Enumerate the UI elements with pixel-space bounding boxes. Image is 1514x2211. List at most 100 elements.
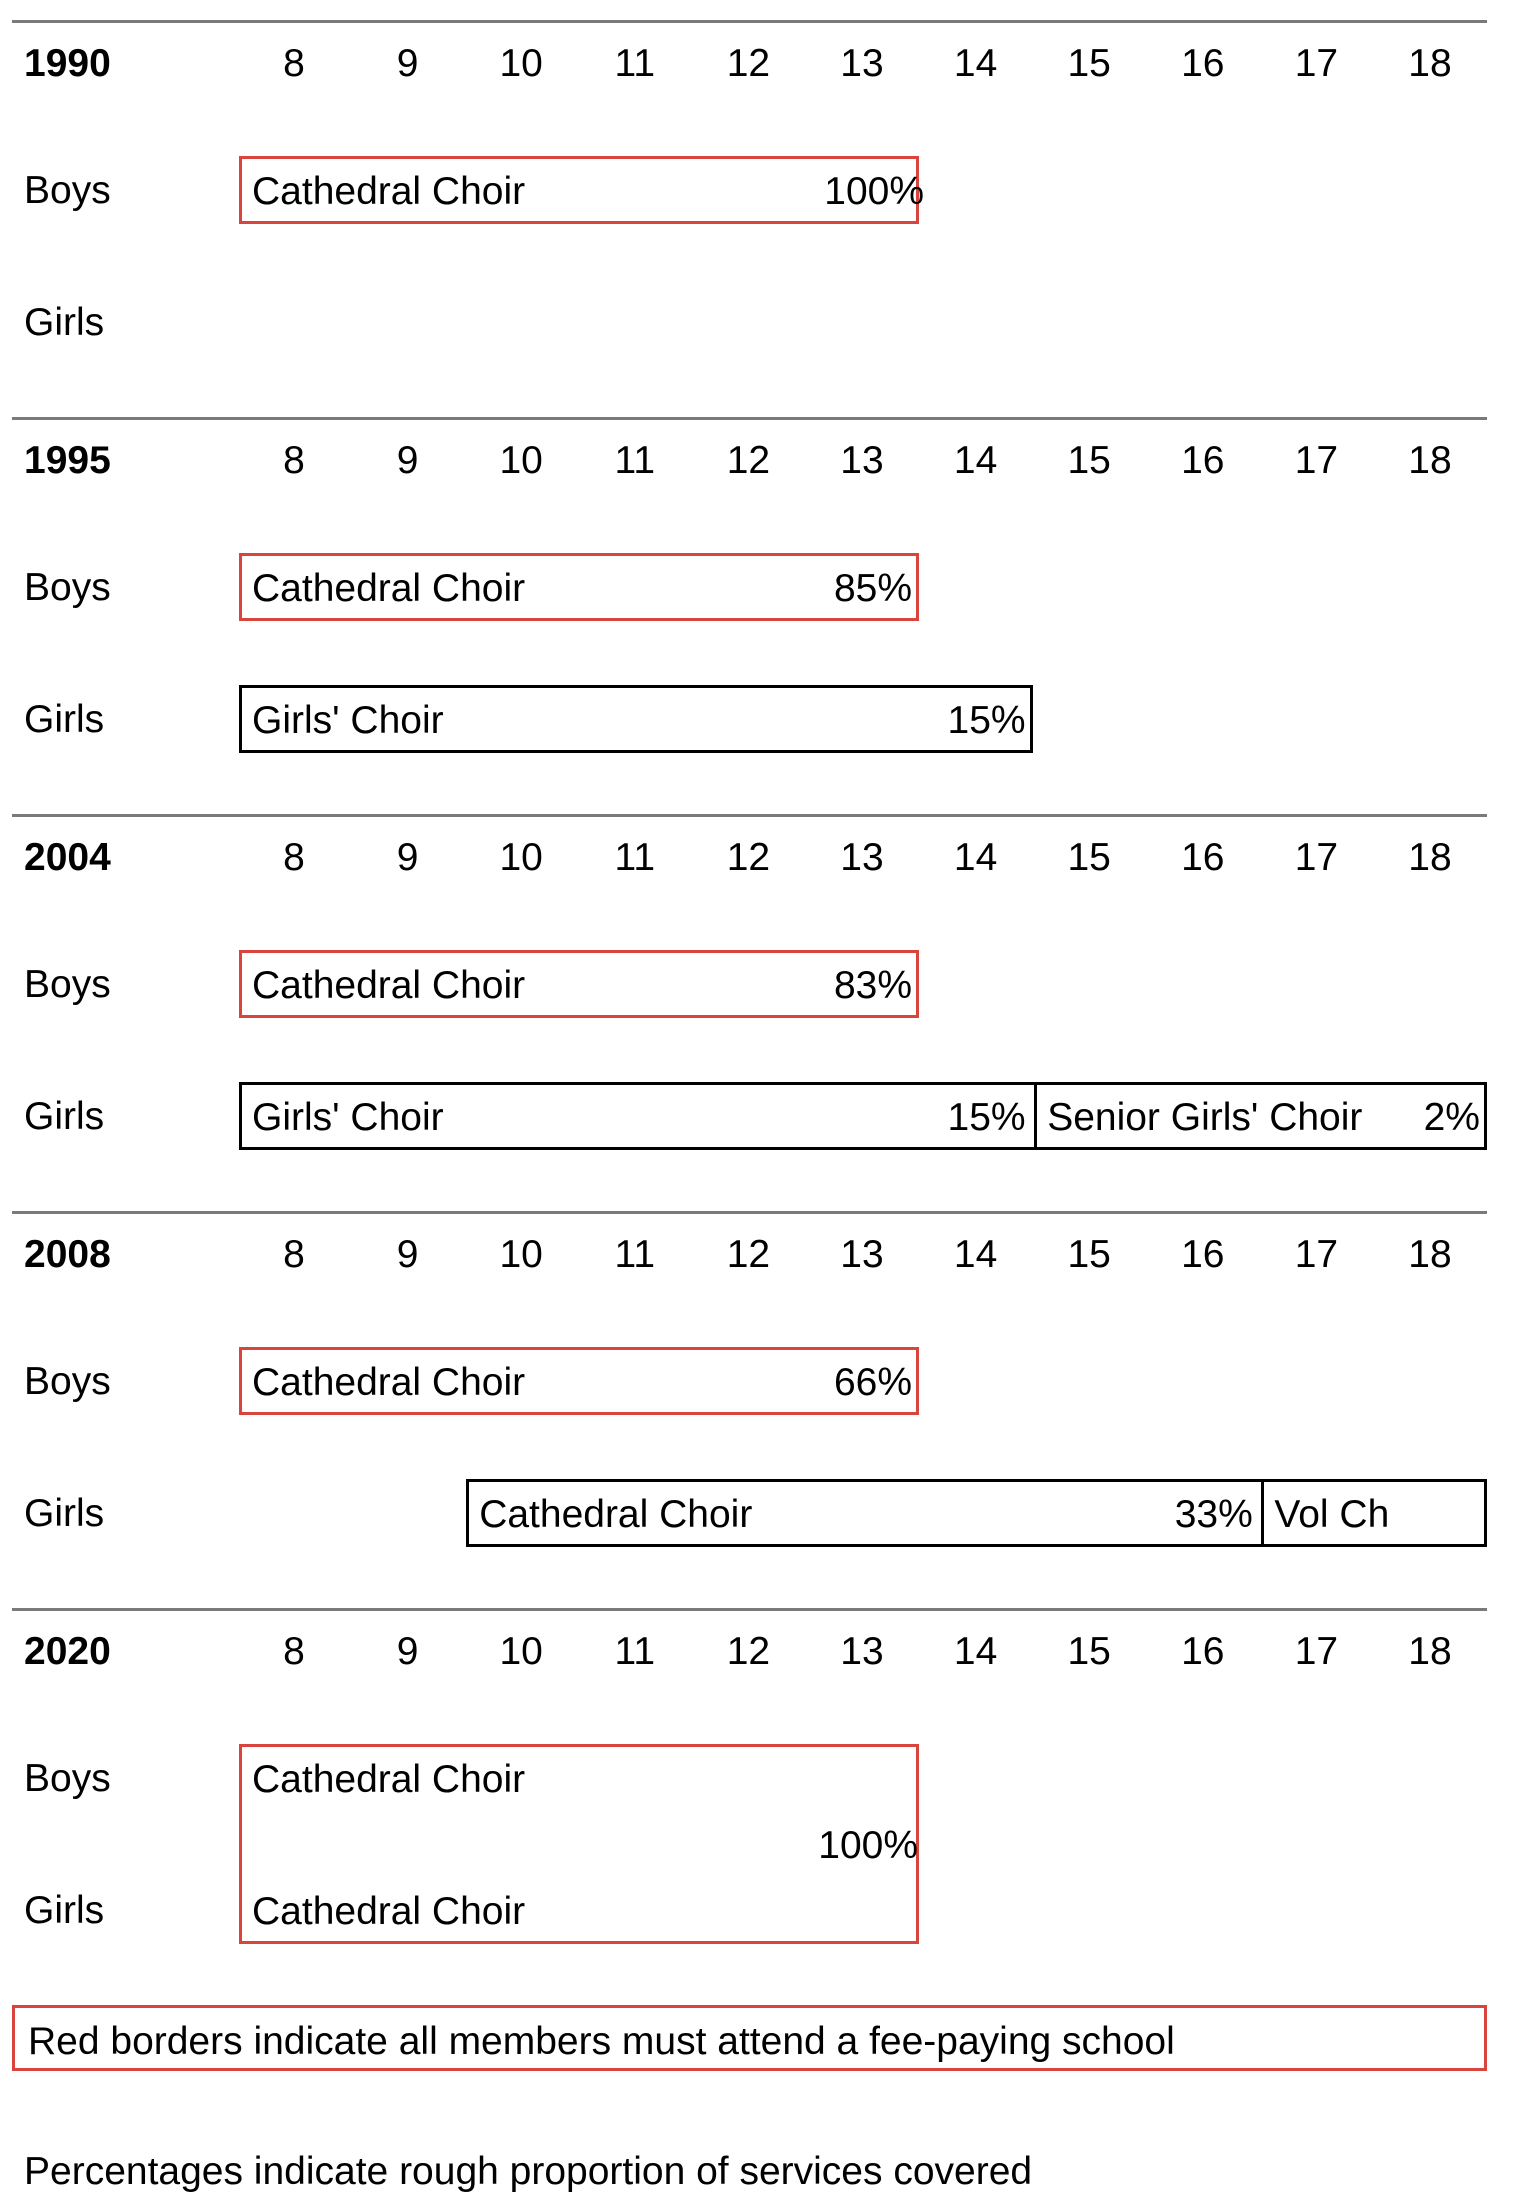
girls-choir-name: Cathedral Choir <box>479 1493 753 1536</box>
boys-row-label: Boys <box>24 1757 111 1800</box>
age-tick-label: 12 <box>726 439 771 482</box>
boys-choir-percentage: 66% <box>833 1361 912 1404</box>
boys-choir-name: Cathedral Choir <box>252 567 526 610</box>
girls-choir-percentage: 15% <box>947 699 1026 742</box>
girls-row-label: Girls <box>24 1492 105 1535</box>
age-tick-label: 17 <box>1294 1630 1339 1673</box>
boys-choir-box: Cathedral Choir 66% <box>239 1347 919 1415</box>
age-tick-label: 9 <box>396 439 419 482</box>
girls-choir-box: Cathedral Choir 33% Vol Ch <box>466 1479 1487 1547</box>
age-tick-label: 17 <box>1294 1233 1339 1276</box>
age-tick-label: 8 <box>283 439 305 482</box>
boys-choir-box: Cathedral Choir 100% <box>239 156 924 224</box>
year-label: 2008 <box>24 1233 111 1276</box>
age-tick-label: 14 <box>953 439 998 482</box>
girls-choir-box: Girls' Choir 15% Senior Girls' Choir 2% <box>239 1082 1487 1150</box>
age-tick-label: 15 <box>1067 42 1111 85</box>
age-tick-label: 17 <box>1294 42 1339 85</box>
girls-row-label: Girls <box>24 301 105 344</box>
age-tick-label: 18 <box>1408 42 1452 85</box>
section-divider-rule <box>12 1608 1487 1611</box>
boys-choir-segment: Cathedral Choir 83% <box>242 953 922 1015</box>
girls-choir-segment: Girls' Choir 15% <box>242 688 1036 750</box>
girls-choir-segment: Girls' Choir 15% <box>242 1085 1036 1147</box>
age-tick-label: 18 <box>1408 1630 1452 1673</box>
boys-row-label: Boys <box>24 1360 111 1403</box>
age-tick-label: 8 <box>283 836 305 879</box>
age-tick-label: 14 <box>953 1233 998 1276</box>
girls-choir-segment: Senior Girls' Choir 2% <box>1037 1085 1490 1147</box>
age-tick-label: 15 <box>1067 1233 1111 1276</box>
boys-choir-box: Cathedral Choir 85% <box>239 553 919 621</box>
boys-choir-name: Cathedral Choir <box>252 964 526 1007</box>
boys-choir-name: Cathedral Choir <box>252 170 526 213</box>
age-tick-label: 16 <box>1181 1630 1225 1673</box>
girls-choir-name: Senior Girls' Choir <box>1047 1096 1363 1139</box>
age-tick-label: 8 <box>283 1630 305 1673</box>
age-tick-label: 8 <box>283 1233 305 1276</box>
section-divider-rule <box>12 814 1487 817</box>
section-divider-rule <box>12 1211 1487 1214</box>
girls-choir-name: Girls' Choir <box>252 699 444 742</box>
age-tick-label: 13 <box>840 439 884 482</box>
age-tick-label: 11 <box>614 836 656 879</box>
girls-choir-name: Girls' Choir <box>252 1096 444 1139</box>
age-tick-label: 13 <box>840 1233 884 1276</box>
boys-choir-percentage: 100% <box>824 170 924 213</box>
age-tick-label: 11 <box>614 1233 656 1276</box>
age-tick-label: 12 <box>726 1233 771 1276</box>
age-tick-label: 9 <box>396 1630 419 1673</box>
red-border-legend-text: Red borders indicate all members must at… <box>28 2020 1175 2063</box>
age-tick-label: 18 <box>1408 836 1452 879</box>
age-tick-label: 11 <box>614 1630 656 1673</box>
girls-row-label: Girls <box>24 698 105 741</box>
age-tick-label: 12 <box>726 1630 771 1673</box>
girls-choir-name: Cathedral Choir <box>252 1890 526 1933</box>
boys-choir-percentage: 85% <box>833 567 912 610</box>
age-tick-label: 11 <box>614 42 656 85</box>
age-tick-label: 10 <box>499 836 543 879</box>
year-label: 2020 <box>24 1630 111 1673</box>
age-tick-label: 13 <box>840 836 884 879</box>
year-label: 1995 <box>24 439 111 482</box>
boys-row-label: Boys <box>24 169 111 212</box>
girls-choir-segment: Cathedral Choir 33% <box>469 1482 1263 1544</box>
age-tick-label: 10 <box>499 1233 543 1276</box>
section-divider-rule <box>12 20 1487 23</box>
age-tick-label: 9 <box>396 836 419 879</box>
girls-row-label: Girls <box>24 1889 105 1932</box>
year-label: 1990 <box>24 42 111 85</box>
boys-choir-name: Cathedral Choir <box>252 1758 526 1801</box>
age-tick-label: 15 <box>1067 836 1111 879</box>
combined-choir-box: Cathedral Choir Cathedral Choir 100% <box>239 1744 919 1944</box>
girls-choir-divider <box>1034 1085 1038 1147</box>
age-tick-label: 17 <box>1294 836 1339 879</box>
age-tick-label: 15 <box>1067 439 1111 482</box>
girls-choir-box: Girls' Choir 15% <box>239 685 1033 753</box>
age-tick-label: 10 <box>499 42 543 85</box>
age-tick-label: 18 <box>1408 1233 1452 1276</box>
girls-choir-percentage: 33% <box>1174 1493 1253 1536</box>
age-tick-label: 11 <box>614 439 656 482</box>
section-divider-rule <box>12 417 1487 420</box>
age-tick-label: 9 <box>396 42 419 85</box>
age-tick-label: 17 <box>1294 439 1339 482</box>
age-tick-label: 8 <box>283 42 305 85</box>
girls-choir-percentage: 2% <box>1423 1096 1480 1139</box>
combined-choir-percentage: 100% <box>818 1824 918 1867</box>
boys-choir-box: Cathedral Choir 83% <box>239 950 919 1018</box>
age-tick-label: 13 <box>840 42 884 85</box>
boys-choir-segment: Cathedral Choir 85% <box>242 556 922 618</box>
girls-row-label: Girls <box>24 1095 105 1138</box>
percentage-footnote: Percentages indicate rough proportion of… <box>24 2150 1033 2193</box>
year-label: 2004 <box>24 836 111 879</box>
red-border-legend: Red borders indicate all members must at… <box>12 2005 1487 2071</box>
age-tick-label: 16 <box>1181 1233 1225 1276</box>
age-tick-label: 12 <box>726 836 771 879</box>
girls-choir-percentage: 15% <box>947 1096 1026 1139</box>
age-tick-label: 16 <box>1181 42 1225 85</box>
age-tick-label: 13 <box>840 1630 884 1673</box>
boys-choir-percentage: 83% <box>833 964 912 1007</box>
age-tick-label: 12 <box>726 42 771 85</box>
